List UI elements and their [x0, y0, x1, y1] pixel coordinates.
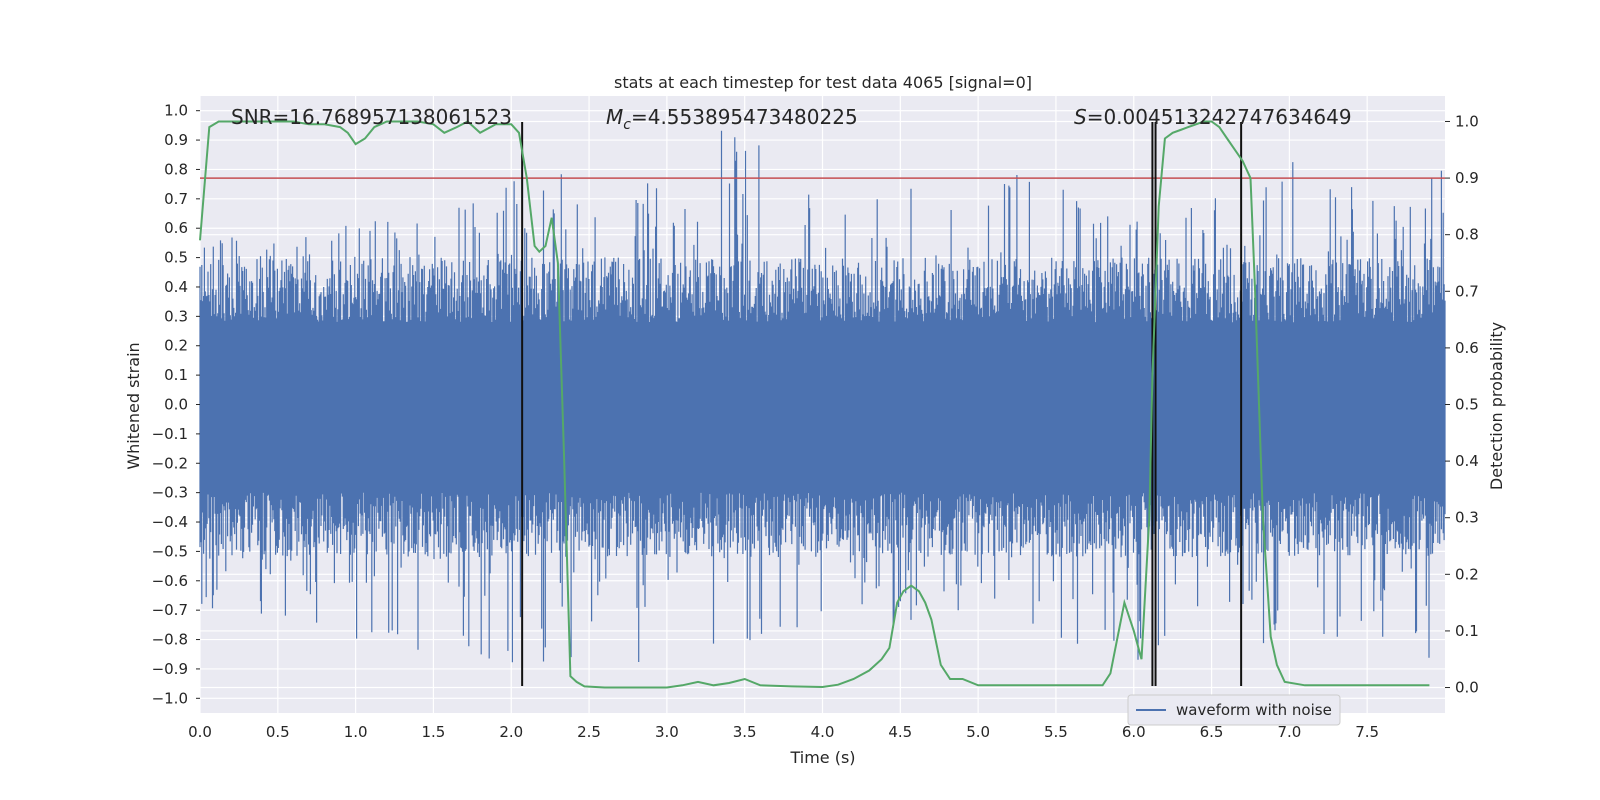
y2-tick-label: 0.8	[1455, 226, 1479, 244]
y-tick-label: 0.2	[164, 337, 188, 355]
y2-tick-labels: 1.0 0.9 0.8 0.7 0.6 0.5 0.4 0.3 0.2 0.1 0.0	[1445, 112, 1479, 697]
legend-label: waveform with noise	[1176, 701, 1332, 719]
x-axis-label: Time (s)	[789, 748, 855, 767]
s-statistic-annotation: S=0.004513242747634649	[1074, 105, 1352, 129]
y-tick-label: 0.6	[164, 219, 188, 237]
x-tick-label: 4.0	[811, 723, 835, 741]
x-tick-label: 3.0	[655, 723, 679, 741]
chart-title: stats at each timestep for test data 406…	[614, 73, 1032, 92]
y-tick-label: −0.9	[152, 660, 188, 678]
y-tick-label: 0.4	[164, 278, 188, 296]
y-tick-label: 1.0	[164, 102, 188, 120]
detection-probability-line	[199, 120, 1430, 689]
x-tick-label: 0.5	[266, 723, 290, 741]
y2-tick-label: 0.1	[1455, 622, 1479, 640]
snr-annotation: SNR=16.768957138061523	[231, 105, 512, 129]
chirp-mass-annotation: Mc=4.553895473480225	[606, 105, 858, 133]
y-axis-label: Whitened strain	[124, 342, 143, 469]
y2-tick-label: 0.4	[1455, 452, 1479, 470]
y2-tick-label: 0.2	[1455, 565, 1479, 583]
y2-tick-label: 0.6	[1455, 339, 1479, 357]
y-tick-label: −0.8	[152, 631, 188, 649]
y-tick-label: 0.9	[164, 131, 188, 149]
x-tick-label: 2.5	[577, 723, 601, 741]
x-tick-label: 5.0	[966, 723, 990, 741]
x-tick-label: 7.5	[1355, 723, 1379, 741]
y-tick-label: 0.8	[164, 160, 188, 178]
x-tick-label: 3.5	[733, 723, 757, 741]
y2-tick-label: 1.0	[1455, 112, 1479, 130]
y-tick-label: −0.2	[152, 454, 188, 472]
y2-axis-label: Detection probability	[1487, 322, 1506, 490]
y2-tick-label: 0.5	[1455, 396, 1479, 414]
y-tick-label: −1.0	[152, 689, 188, 707]
y-tick-label: 0.1	[164, 366, 188, 384]
y-tick-label: 0.7	[164, 190, 188, 208]
x-tick-label: 1.0	[344, 723, 368, 741]
y2-tick-label: 0.0	[1455, 679, 1479, 697]
y-tick-label: −0.1	[152, 425, 188, 443]
y-tick-label: −0.5	[152, 542, 188, 560]
y2-tick-label: 0.9	[1455, 169, 1479, 187]
x-tick-label: 2.0	[499, 723, 523, 741]
y2-tick-label: 0.3	[1455, 509, 1479, 527]
strain-core-band	[200, 351, 1445, 464]
legend: waveform with noise	[1127, 694, 1341, 726]
strain-series	[199, 130, 1446, 663]
y-tick-label: −0.7	[152, 601, 188, 619]
x-tick-label: 4.5	[888, 723, 912, 741]
x-tick-label: 6.5	[1200, 723, 1224, 741]
y2-tick-label: 0.7	[1455, 282, 1479, 300]
y-tick-label: 0.0	[164, 396, 188, 414]
y-tick-label: −0.4	[152, 513, 188, 531]
y-tick-label: 0.3	[164, 307, 188, 325]
y-tick-labels: 1.0 0.9 0.8 0.7 0.6 0.5 0.4 0.3 0.2 0.1 0.0 −0.1 −0.…	[152, 102, 200, 707]
legend-box	[1127, 694, 1341, 726]
x-tick-label: 7.0	[1277, 723, 1301, 741]
x-tick-label: 1.5	[422, 723, 446, 741]
x-tick-label: 0.0	[188, 723, 212, 741]
y-tick-label: 0.5	[164, 249, 188, 267]
x-tick-labels: 0.0 0.5 1.0 1.5 2.0 2.5 3.0 3.5 4.0 4.5 5.0 5.5 6.0 6…	[188, 723, 1379, 741]
y-tick-label: −0.3	[152, 484, 188, 502]
y-tick-label: −0.6	[152, 572, 188, 590]
x-tick-label: 6.0	[1122, 723, 1146, 741]
x-tick-label: 5.5	[1044, 723, 1068, 741]
